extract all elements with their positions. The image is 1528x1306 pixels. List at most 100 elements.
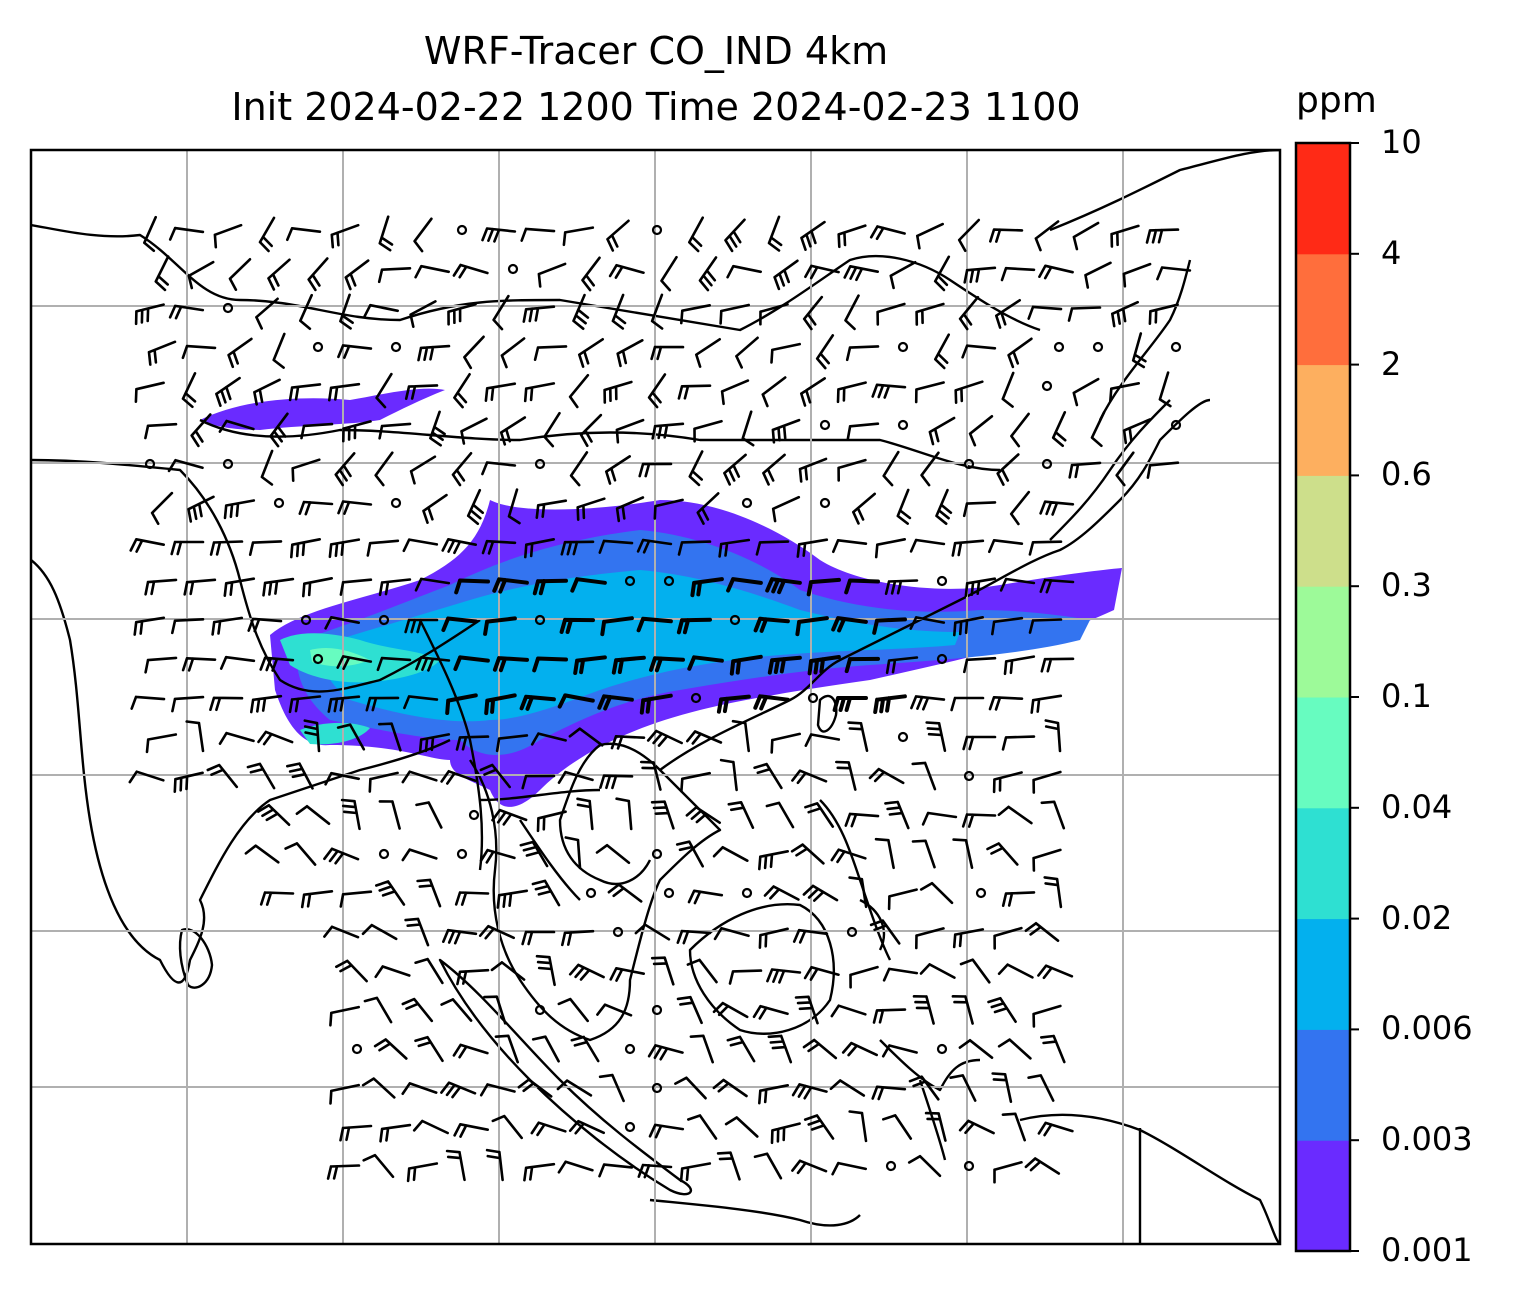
calm-wind-marker <box>963 770 975 782</box>
wind-barb <box>676 929 712 945</box>
wind-barb <box>403 695 439 710</box>
wind-barb <box>909 538 946 553</box>
wind-barb <box>716 694 751 714</box>
calm-wind-marker <box>390 341 402 353</box>
wind-barb <box>556 1079 593 1097</box>
wind-barb <box>562 226 595 247</box>
wind-barb <box>728 969 763 985</box>
wind-barb <box>1027 305 1063 320</box>
calm-wind-marker <box>1170 341 1182 353</box>
wind-barb <box>882 1114 913 1140</box>
wind-barb <box>302 577 333 598</box>
wind-barb <box>300 890 334 909</box>
wind-barb <box>688 450 704 487</box>
wind-barb <box>532 656 568 673</box>
wind-barb <box>445 693 478 715</box>
wind-barb <box>454 578 490 595</box>
wind-barb <box>144 656 178 674</box>
wind-barb <box>373 1038 408 1060</box>
wind-barb <box>726 577 763 593</box>
wind-barb <box>848 876 868 909</box>
wind-barb <box>1000 266 1036 282</box>
wind-barb <box>647 373 667 409</box>
wind-barb <box>719 303 750 325</box>
wind-barb <box>521 930 556 946</box>
wind-barb <box>484 693 517 716</box>
wind-barb <box>766 968 802 984</box>
calm-wind-marker <box>936 1043 948 1055</box>
wind-barb <box>753 762 783 790</box>
mongolia-border <box>31 223 1041 332</box>
wind-barb <box>460 417 488 445</box>
calm-wind-marker <box>651 1004 663 1016</box>
wind-barb <box>648 1123 685 1139</box>
wind-barb <box>1109 382 1140 403</box>
wind-barb <box>519 840 549 868</box>
colorbar-tick-label: 0.3 <box>1381 566 1432 605</box>
wind-barb <box>660 255 678 292</box>
wind-barb <box>1037 1121 1074 1137</box>
wind-barb <box>453 373 471 409</box>
wind-barb <box>844 294 860 331</box>
java <box>649 1198 861 1227</box>
wind-barb <box>882 967 919 982</box>
wind-barb <box>882 450 900 487</box>
wind-barb <box>492 294 510 331</box>
wind-barb <box>328 382 361 402</box>
wind-barb <box>284 842 317 866</box>
wind-barb <box>991 616 1024 636</box>
wind-barb <box>605 455 631 485</box>
wind-barb <box>481 227 517 243</box>
wind-barb <box>303 719 321 753</box>
wind-barb <box>758 1084 789 1105</box>
wind-barb <box>260 449 274 486</box>
calm-wind-marker <box>963 1160 975 1172</box>
wind-barb <box>729 654 763 676</box>
wind-barb <box>698 256 718 292</box>
colorbar-tick-label: 10 <box>1381 123 1422 161</box>
wind-barb <box>689 1034 714 1064</box>
wind-barb <box>716 1151 741 1181</box>
wind-barb <box>607 883 643 903</box>
wind-barb <box>881 1044 918 1058</box>
wind-barb <box>377 267 412 284</box>
wind-barb <box>800 220 826 251</box>
wind-barb <box>876 302 906 326</box>
wind-barb <box>1145 228 1180 244</box>
wind-barb <box>771 495 801 523</box>
wind-barb <box>453 655 490 671</box>
wind-barb <box>869 225 906 241</box>
calm-wind-marker <box>312 653 324 665</box>
wind-barb <box>145 733 178 754</box>
calm-wind-marker <box>144 458 156 470</box>
wind-barb <box>950 696 985 712</box>
wind-barb <box>675 840 704 868</box>
wind-barb <box>491 1114 523 1140</box>
wind-barb <box>1044 719 1062 753</box>
wind-barb <box>478 924 515 940</box>
colorbar-band <box>1296 918 1350 1030</box>
wind-barb <box>963 656 997 674</box>
wind-barb <box>374 965 411 979</box>
calm-wind-marker <box>975 887 987 899</box>
wind-barb <box>167 458 204 473</box>
wind-barb <box>492 577 529 594</box>
wind-barb <box>483 616 517 636</box>
wind-barb <box>129 538 165 553</box>
wind-barb <box>330 223 360 249</box>
wind-barb <box>171 618 205 635</box>
wind-barb <box>218 731 255 745</box>
wind-barb <box>761 376 787 408</box>
wind-barb <box>634 923 671 941</box>
wind-barb <box>206 763 239 789</box>
wind-barb <box>924 1111 947 1142</box>
wind-barb <box>375 880 406 906</box>
calm-wind-marker <box>624 575 636 587</box>
wind-barb <box>329 1005 360 1027</box>
wind-barb <box>598 539 634 554</box>
wind-barb <box>791 1083 828 1100</box>
wind-barb <box>925 721 947 752</box>
wind-barb <box>767 215 783 252</box>
wind-barb <box>1028 540 1063 556</box>
